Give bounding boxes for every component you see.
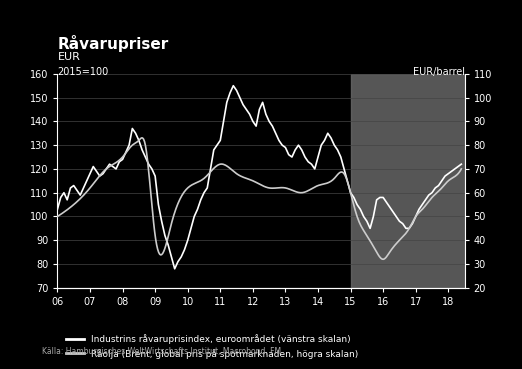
Text: EUR/barrel: EUR/barrel — [412, 68, 465, 77]
Bar — [351, 74, 465, 288]
Text: Källa: Hamburgisches WeltWirtschafts Institut, Macrobond, FM: Källa: Hamburgisches WeltWirtschafts Ins… — [42, 347, 281, 356]
Legend: Industrins råvaruprisindex, euroområdet (vänstra skalan), Råolja (Brent, global : Industrins råvaruprisindex, euroområdet … — [62, 331, 362, 362]
Text: Råvarupriser: Råvarupriser — [57, 35, 169, 52]
Text: EUR: EUR — [57, 52, 80, 62]
Text: 2015=100: 2015=100 — [57, 68, 109, 77]
